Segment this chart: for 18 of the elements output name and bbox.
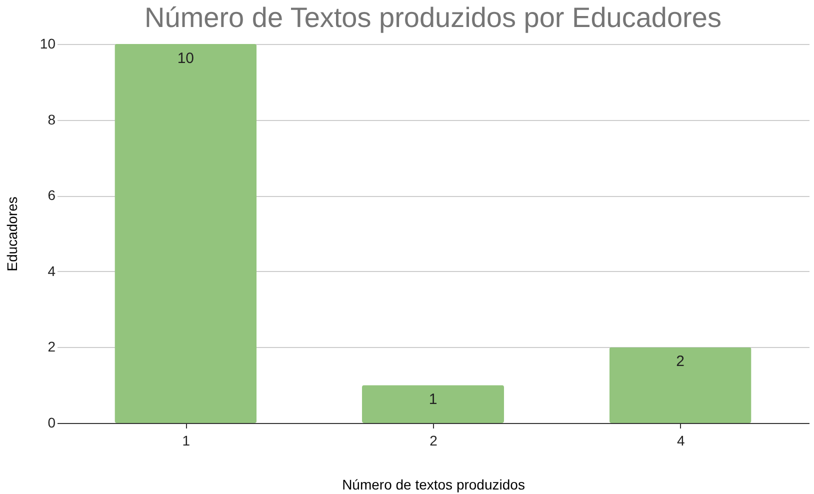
y-tick-label: 0 [48, 414, 56, 430]
y-tick-label: 8 [48, 111, 56, 128]
x-tick-label: 2 [430, 432, 438, 448]
y-tick-label: 2 [48, 338, 56, 355]
chart-title: Número de Textos produzidos por Educadores [144, 2, 722, 33]
bar [609, 347, 752, 423]
data-label: 1 [428, 391, 438, 408]
bar [362, 385, 504, 423]
y-tick-label: 4 [48, 262, 56, 279]
y-tick-label: 6 [48, 187, 56, 204]
bar [114, 44, 257, 423]
y-tick-label: 10 [40, 36, 56, 52]
x-tick-label: 1 [182, 432, 190, 448]
x-tick-label: 4 [676, 432, 685, 448]
data-label: 2 [676, 353, 685, 370]
y-axis-title: Educadores [4, 196, 20, 272]
x-axis-title: Número de textos produzidos [342, 476, 525, 492]
data-label: 10 [177, 50, 194, 67]
